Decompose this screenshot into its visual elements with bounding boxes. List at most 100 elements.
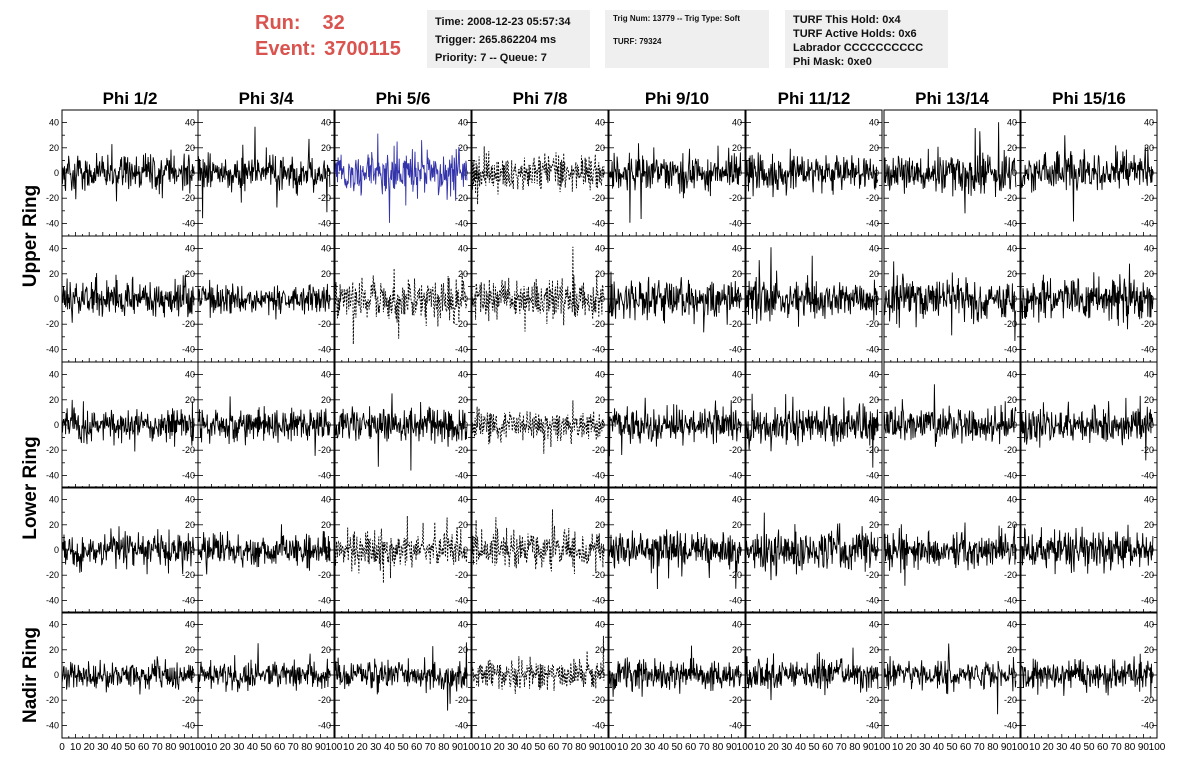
x-tick-label: 20: [357, 742, 369, 753]
x-tick-label: 90: [1001, 742, 1013, 753]
y-tick-label: 0: [463, 545, 468, 555]
y-tick-label: 40: [595, 370, 605, 380]
waveform-trace: [61, 526, 195, 575]
y-tick-label: -40: [455, 218, 468, 228]
waveform-trace: [883, 643, 1017, 715]
y-tick-label: 20: [49, 520, 59, 530]
y-tick-label: 20: [1144, 395, 1154, 405]
y-tick-label: 20: [185, 520, 195, 530]
y-tick-label: 40: [185, 118, 195, 128]
trig-num-box: Trig Num: 13779 -- Trig Type: Soft TURF:…: [605, 10, 769, 68]
x-tick-label: 90: [863, 742, 875, 753]
y-tick-label: 40: [49, 370, 59, 380]
x-tick-label: 70: [288, 742, 300, 753]
turf-this-hold-text: TURF This Hold: 0x4: [793, 14, 901, 26]
x-tick-label: 40: [247, 742, 259, 753]
y-tick-label: 40: [869, 244, 879, 254]
y-tick-label: 20: [49, 143, 59, 153]
y-tick-label: -40: [182, 595, 195, 605]
waveform-trace: [1020, 263, 1154, 330]
y-tick-label: -40: [318, 344, 331, 354]
y-tick-label: 20: [185, 395, 195, 405]
x-tick-label: 60: [1097, 742, 1109, 753]
y-tick-label: 40: [458, 118, 468, 128]
y-tick-label: -40: [866, 218, 879, 228]
y-tick-label: -40: [182, 720, 195, 730]
y-tick-label: -40: [318, 470, 331, 480]
y-tick-label: -40: [1004, 344, 1017, 354]
y-tick-label: 0: [326, 294, 331, 304]
y-tick-label: -20: [1004, 695, 1017, 705]
trig-num-text: Trig Num: 13779 -- Trig Type: Soft: [613, 14, 740, 23]
waveform-trace: [608, 397, 742, 457]
y-tick-label: 40: [185, 620, 195, 630]
y-tick-label: 20: [321, 520, 331, 530]
x-tick-label: 60: [960, 742, 972, 753]
y-tick-label: -20: [318, 695, 331, 705]
x-tick-label: 10: [206, 742, 218, 753]
x-tick-label: 60: [411, 742, 423, 753]
x-tick-label: 60: [822, 742, 834, 753]
x-tick-label: 90: [315, 742, 327, 753]
y-tick-label: 40: [1007, 118, 1017, 128]
x-tick-label: 100: [737, 742, 754, 753]
waveform-trace: [608, 143, 742, 223]
y-tick-label: 40: [732, 620, 742, 630]
y-tick-label: 0: [463, 294, 468, 304]
ring-label: Nadir Ring: [20, 627, 41, 723]
y-tick-label: -20: [1141, 193, 1154, 203]
y-tick-label: -40: [592, 470, 605, 480]
column-header: Phi 9/10: [645, 89, 709, 108]
y-tick-label: -40: [1004, 595, 1017, 605]
y-tick-label: 40: [732, 495, 742, 505]
y-tick-label: -40: [1141, 344, 1154, 354]
y-tick-label: -40: [1141, 595, 1154, 605]
x-tick-label: 50: [1083, 742, 1095, 753]
x-tick-label: 50: [397, 742, 409, 753]
y-tick-label: 20: [458, 645, 468, 655]
y-tick-label: 40: [1144, 370, 1154, 380]
y-tick-label: 0: [326, 168, 331, 178]
y-tick-label: 20: [595, 143, 605, 153]
y-tick-label: -40: [46, 595, 59, 605]
waveform-trace: [745, 247, 879, 327]
waveform-trace: [1020, 653, 1154, 698]
y-tick-label: 0: [600, 670, 605, 680]
y-tick-label: 40: [49, 118, 59, 128]
y-tick-label: -20: [592, 445, 605, 455]
x-tick-label: 20: [1043, 742, 1055, 753]
labrador-text: Labrador CCCCCCCCCC: [793, 42, 924, 54]
y-tick-label: -20: [866, 319, 879, 329]
x-tick-label: 10: [617, 742, 629, 753]
y-tick-label: -20: [592, 319, 605, 329]
waveform-trace: [61, 144, 195, 202]
x-tick-label: 90: [1138, 742, 1150, 753]
x-tick-label: 10: [343, 742, 355, 753]
y-tick-label: -40: [592, 344, 605, 354]
x-tick-label: 50: [260, 742, 272, 753]
x-tick-label: 70: [152, 742, 164, 753]
y-tick-label: 20: [1144, 269, 1154, 279]
y-tick-label: 20: [595, 395, 605, 405]
x-tick-label: 100: [1012, 742, 1029, 753]
waveform-trace: [1020, 135, 1154, 222]
y-tick-label: -40: [866, 470, 879, 480]
y-tick-label: 20: [1144, 520, 1154, 530]
event-label: Event:: [255, 38, 317, 60]
y-tick-label: 40: [595, 244, 605, 254]
y-tick-label: 20: [458, 269, 468, 279]
x-tick-label: 70: [699, 742, 711, 753]
y-tick-label: -40: [729, 720, 742, 730]
x-tick-label: 30: [1056, 742, 1068, 753]
y-tick-label: -20: [1004, 319, 1017, 329]
x-tick-label: 60: [685, 742, 697, 753]
waveform-trace: [608, 529, 742, 590]
